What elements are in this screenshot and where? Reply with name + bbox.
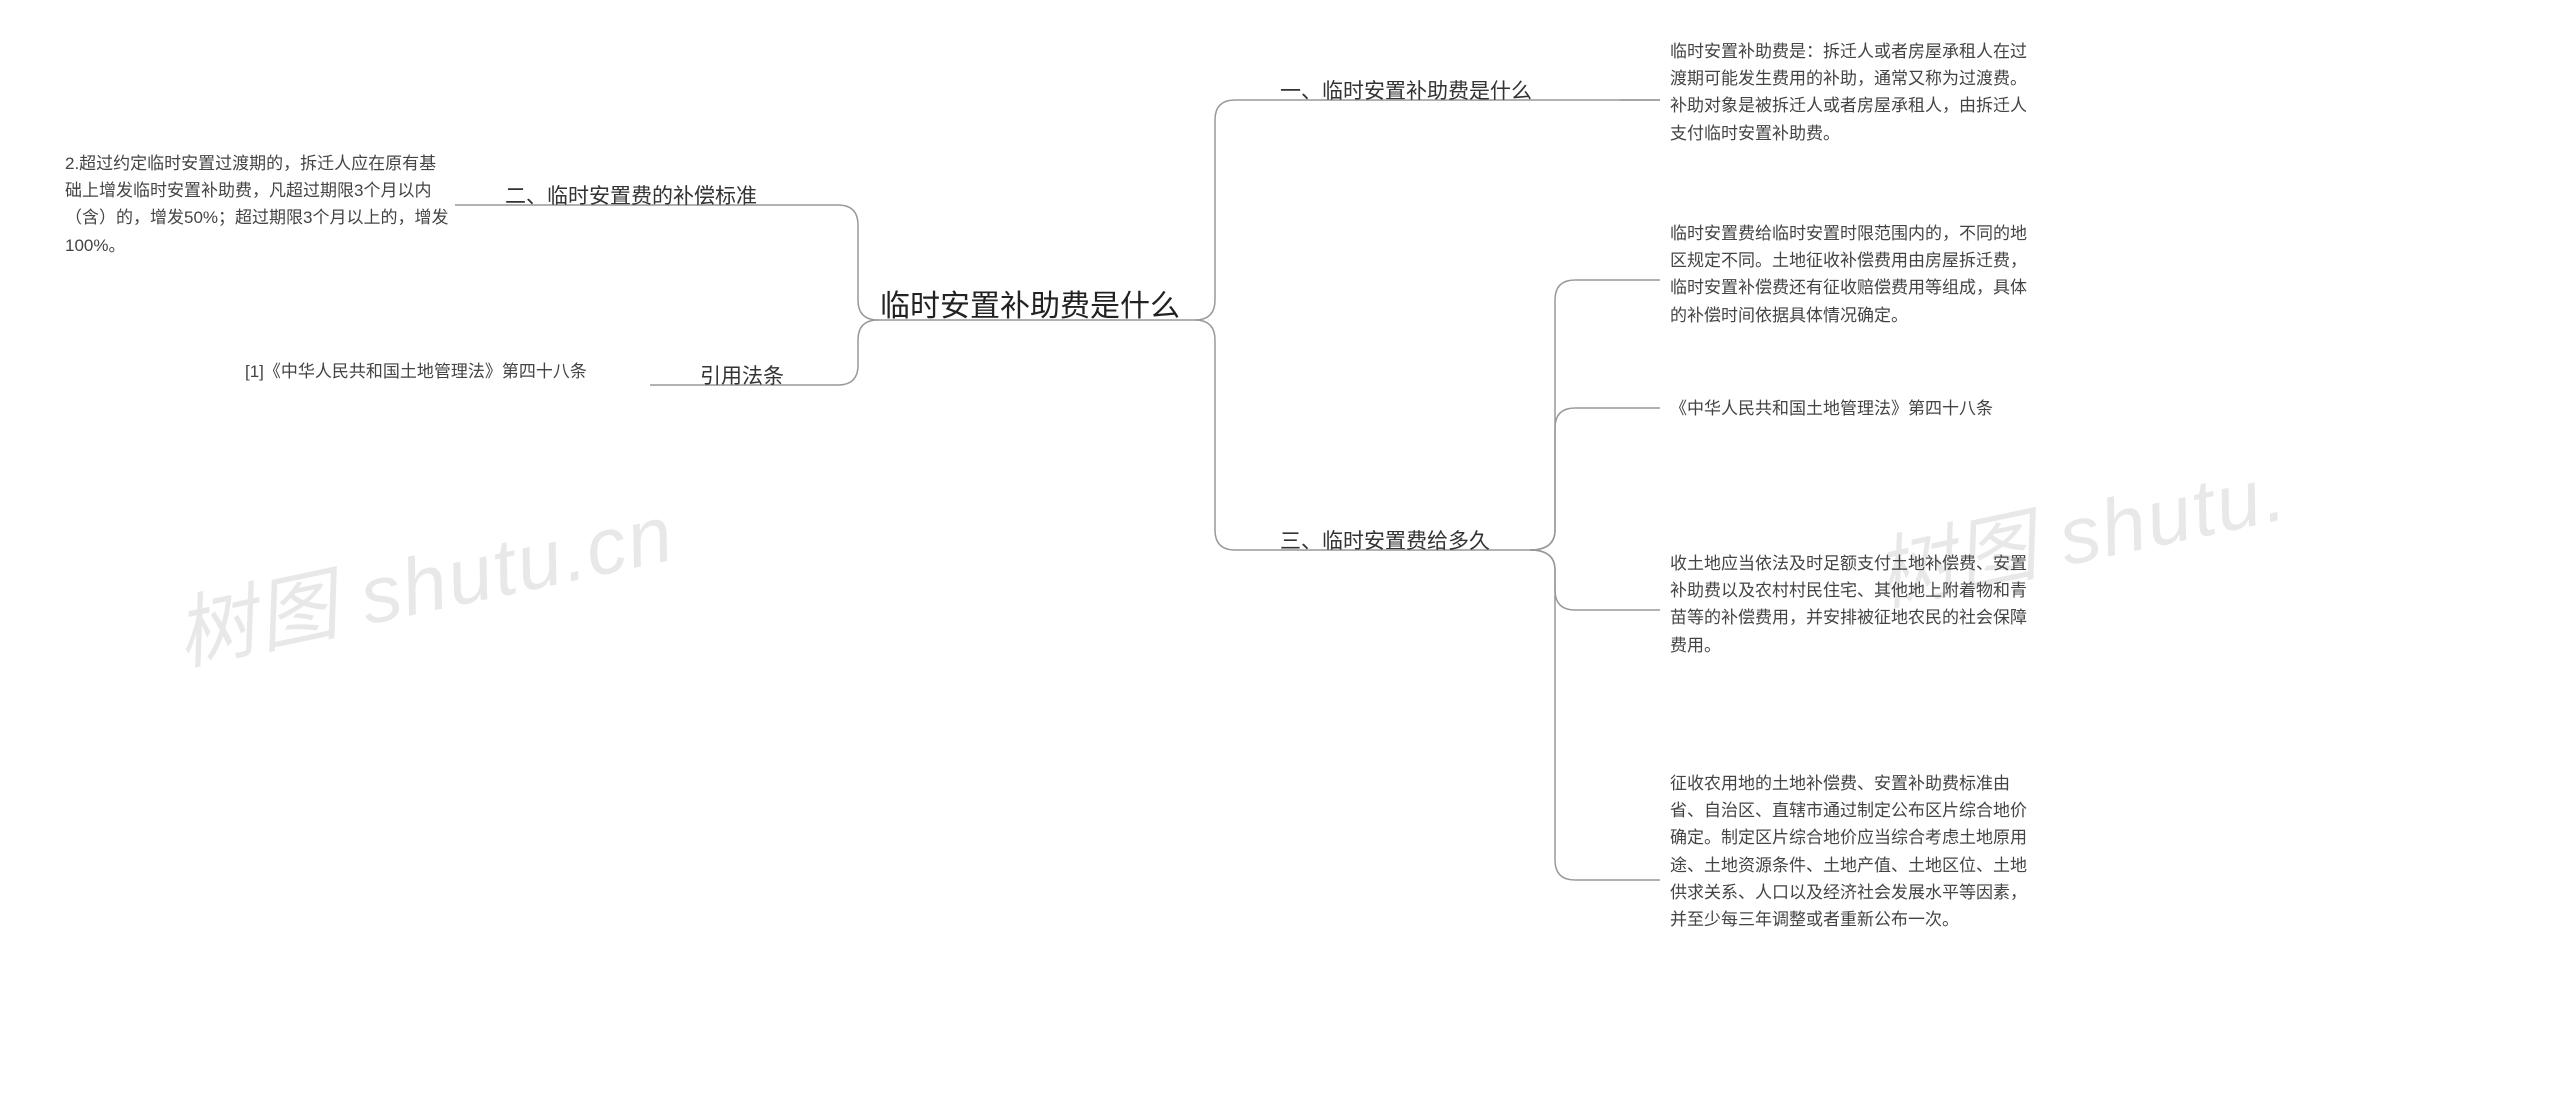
- root-node: 临时安置补助费是什么: [880, 283, 1180, 331]
- watermark-left: 树图 shutu.cn: [163, 469, 683, 688]
- branch-2-label: 二、临时安置费的补偿标准: [505, 180, 757, 214]
- branch-3-label: 三、临时安置费给多久: [1280, 525, 1490, 559]
- branch-3-leaf-d: 征收农用地的土地补偿费、安置补助费标准由省、自治区、直辖市通过制定公布区片综合地…: [1670, 770, 2040, 933]
- branch-1-label: 一、临时安置补助费是什么: [1280, 75, 1532, 109]
- branch-3-leaf-a: 临时安置费给临时安置时限范围内的，不同的地区规定不同。土地征收补偿费用由房屋拆迁…: [1670, 220, 2040, 329]
- branch-1-leaf: 临时安置补助费是：拆迁人或者房屋承租人在过渡期可能发生费用的补助，通常又称为过渡…: [1670, 38, 2040, 147]
- branch-3-leaf-b: 《中华人民共和国土地管理法》第四十八条: [1670, 395, 2040, 422]
- citation-label: 引用法条: [700, 360, 784, 394]
- branch-2-leaf: 2.超过约定临时安置过渡期的，拆迁人应在原有基础上增发临时安置补助费，凡超过期限…: [65, 150, 450, 259]
- branch-3-leaf-c: 收土地应当依法及时足额支付土地补偿费、安置补助费以及农村村民住宅、其他地上附着物…: [1670, 550, 2040, 659]
- citation-leaf: [1]《中华人民共和国土地管理法》第四十八条: [245, 358, 645, 385]
